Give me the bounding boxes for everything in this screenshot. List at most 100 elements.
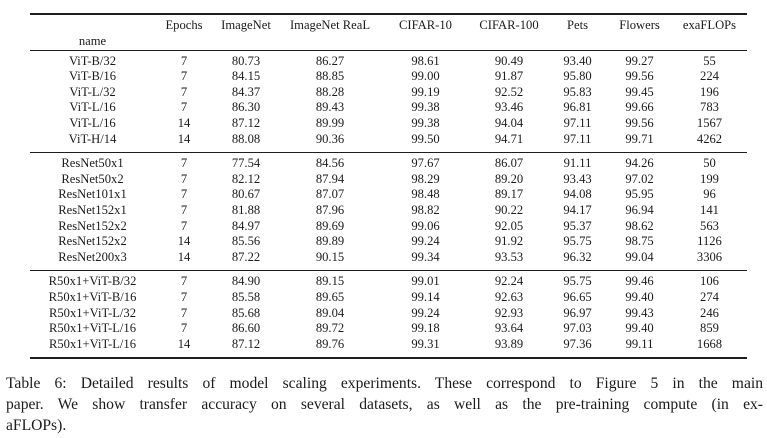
table-row: ResNet101x1 7 80.67 87.07 98.48 89.17 94.08 95.… [30, 187, 747, 203]
table-row: ViT-B/32 7 80.73 86.27 98.61 90.49 93.40 99.27 5… [30, 50, 747, 69]
cell-exaflops: 3306 [696, 249, 723, 264]
name-header-row: name [30, 34, 747, 50]
caption-line: aFLOPs). [6, 417, 67, 435]
cell-pets: 97.11 [563, 131, 592, 146]
cell-cifar100: 89.20 [494, 171, 524, 186]
table-header: Epochs ImageNet ImageNet ReaL CIFAR-10 CIFAR… [30, 14, 747, 51]
cell-real: 89.89 [315, 234, 345, 249]
cell-cifar100: 90.49 [494, 53, 524, 68]
cell-cifar10: 99.06 [411, 218, 440, 233]
cell-exaflops: 4262 [696, 131, 723, 146]
cell-real: 89.99 [315, 115, 345, 130]
cell-exaflops: 96 [703, 187, 716, 202]
cell-imagenet: 82.12 [231, 171, 261, 186]
cell-real: 84.56 [315, 156, 345, 171]
cell-flowers: 97.02 [625, 171, 654, 186]
cell-cifar100: 91.87 [494, 69, 524, 84]
model-name-cell: ViT-H/14 [68, 131, 117, 146]
cell-pets: 95.83 [563, 84, 592, 99]
model-name-cell: ResNet152x2 [58, 218, 127, 233]
cell-cifar100: 94.71 [494, 131, 524, 146]
model-name-cell: ViT-L/16 [69, 115, 116, 130]
cell-real: 89.72 [315, 321, 345, 336]
table-row: R50x1+ViT-B/32 7 84.90 89.15 99.01 92.24 95.75… [30, 271, 747, 290]
table-row: ResNet50x2 7 82.12 87.94 98.29 89.20 93.43 97.0… [30, 172, 747, 188]
cell-cifar100: 93.64 [494, 321, 524, 336]
column-header-cifar10: CIFAR-10 [399, 18, 452, 33]
column-header-real: ImageNet ReaL [289, 18, 371, 33]
cell-exaflops: 563 [700, 218, 719, 233]
table-row: ResNet152x1 7 81.88 87.96 98.82 90.22 94.17 96.… [30, 203, 747, 219]
cell-epochs: 7 [180, 305, 188, 320]
cell-exaflops: 783 [700, 100, 719, 115]
cell-flowers: 99.43 [625, 305, 654, 320]
cell-cifar10: 99.50 [411, 131, 440, 146]
cell-imagenet: 87.12 [231, 336, 261, 351]
caption-line: paper. We show transfer accuracy on seve… [6, 396, 763, 414]
cell-pets: 95.37 [563, 218, 592, 233]
cell-exaflops: 196 [700, 84, 719, 99]
cell-imagenet: 85.58 [231, 289, 261, 304]
column-header-cifar100: CIFAR-100 [479, 18, 539, 33]
model-name-cell: R50x1+ViT-L/16 [48, 336, 137, 351]
cell-exaflops: 55 [703, 53, 716, 68]
cell-cifar10: 99.38 [411, 115, 440, 130]
cell-cifar10: 99.24 [411, 305, 440, 320]
cell-exaflops: 1126 [697, 234, 722, 249]
table-group-2: ResNet50x1 7 77.54 84.56 97.67 86.07 91.11 94.2… [30, 152, 747, 271]
cell-exaflops: 246 [700, 305, 719, 320]
cell-epochs: 7 [180, 69, 188, 84]
cell-cifar10: 98.29 [411, 171, 440, 186]
model-name-cell: ResNet50x1 [61, 156, 124, 171]
cell-flowers: 94.26 [625, 156, 654, 171]
cell-exaflops: 199 [700, 171, 719, 186]
column-header-row: Epochs ImageNet ImageNet ReaL CIFAR-10 CIFAR… [30, 14, 747, 34]
table-row: R50x1+ViT-L/16 7 86.60 89.72 99.18 93.64 97.03… [30, 321, 747, 337]
name-header-spacer [30, 14, 155, 34]
cell-pets: 96.81 [563, 100, 592, 115]
cell-pets: 97.36 [563, 336, 592, 351]
cell-real: 87.96 [315, 202, 345, 217]
cell-pets: 97.03 [563, 321, 592, 336]
model-name-cell: ViT-B/32 [68, 53, 117, 68]
cell-flowers: 99.27 [625, 53, 654, 68]
cell-cifar100: 92.05 [494, 218, 524, 233]
table-row: ResNet152x2 7 84.97 89.69 99.06 92.05 95.37 98.… [30, 219, 747, 235]
cell-epochs: 7 [180, 218, 188, 233]
cell-cifar10: 98.48 [411, 187, 440, 202]
cell-epochs: 7 [180, 274, 188, 289]
table-row: ResNet50x1 7 77.54 84.56 97.67 86.07 91.11 94.2… [30, 153, 747, 172]
cell-flowers: 99.71 [625, 131, 654, 146]
cell-cifar100: 92.93 [494, 305, 524, 320]
cell-pets: 96.97 [563, 305, 592, 320]
cell-pets: 96.32 [563, 249, 592, 264]
name-header-filler [155, 34, 747, 50]
cell-real: 90.15 [315, 249, 345, 264]
cell-pets: 93.40 [563, 53, 592, 68]
cell-real: 89.15 [315, 274, 345, 289]
cell-flowers: 96.94 [625, 202, 654, 217]
table-row: ResNet152x2 14 85.56 89.89 99.24 91.92 95.75 98… [30, 234, 747, 250]
column-header-imagenet: ImageNet [221, 18, 271, 33]
cell-pets: 91.11 [563, 156, 592, 171]
cell-pets: 97.11 [563, 115, 592, 130]
cell-exaflops: 274 [700, 289, 719, 304]
model-name-cell: ResNet101x1 [58, 187, 127, 202]
cell-real: 88.85 [315, 69, 345, 84]
cell-cifar100: 94.04 [494, 115, 524, 130]
cell-flowers: 99.56 [625, 115, 654, 130]
model-name-cell: R50x1+ViT-L/32 [48, 305, 137, 320]
cell-pets: 95.75 [563, 274, 592, 289]
cell-pets: 95.80 [563, 69, 592, 84]
cell-flowers: 95.95 [625, 187, 654, 202]
model-name-cell: R50x1+ViT-B/16 [48, 289, 137, 304]
cell-imagenet: 86.60 [231, 321, 261, 336]
cell-cifar10: 99.31 [411, 336, 440, 351]
cell-epochs: 14 [177, 336, 191, 351]
table-row: ViT-L/32 7 84.37 88.28 99.19 92.52 95.83 99.45 1… [30, 85, 747, 101]
cell-cifar10: 99.14 [411, 289, 440, 304]
model-name-cell: ViT-L/32 [69, 84, 116, 99]
cell-epochs: 14 [177, 115, 191, 130]
cell-cifar100: 86.07 [494, 156, 524, 171]
cell-flowers: 99.45 [625, 84, 654, 99]
